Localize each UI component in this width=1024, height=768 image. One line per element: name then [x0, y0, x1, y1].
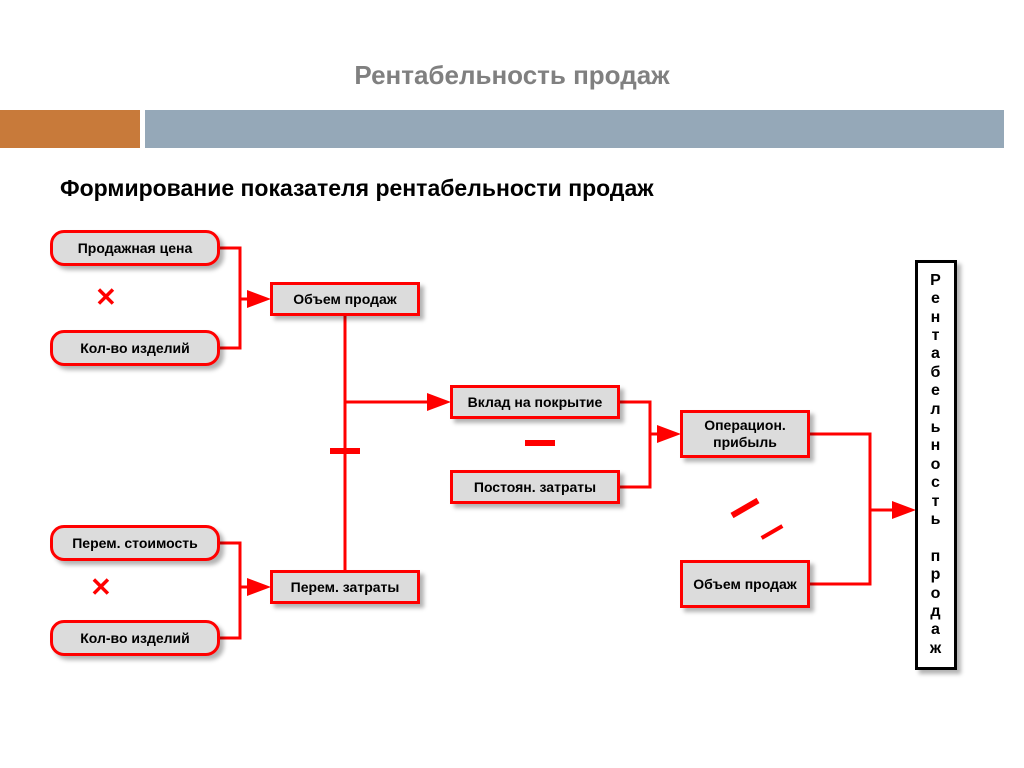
node-result: Р е н т а б е л ь н о с т ь п р о д а ж: [915, 260, 957, 670]
node-n_qty2: Кол-во изделий: [50, 620, 220, 656]
edge-n_oper-n_result: [810, 434, 870, 510]
edge-n_sales2-n_result: [810, 510, 910, 584]
node-n_contrib: Вклад на покрытие: [450, 385, 620, 419]
slide-title: Рентабельность продаж: [0, 60, 1024, 91]
node-n_qty1: Кол-во изделий: [50, 330, 220, 366]
edge-n_contrib-n_oper: [620, 402, 650, 434]
edge-n_qty2-n_varexp: [220, 587, 265, 638]
edge-n_varcost-n_varexp: [220, 543, 240, 587]
node-n_varexp: Перем. затраты: [270, 570, 420, 604]
header-divider: [0, 110, 1024, 148]
node-n_sales2: Объем продаж: [680, 560, 810, 608]
edge-n_price-n_sales: [220, 248, 240, 299]
node-n_sales: Объем продаж: [270, 282, 420, 316]
multiply-icon: ✕: [90, 572, 112, 603]
node-n_oper: Операцион. прибыль: [680, 410, 810, 458]
divider-orange: [0, 110, 140, 148]
edge-n_varexp-n_contrib: [345, 402, 445, 570]
node-n_price: Продажная цена: [50, 230, 220, 266]
minus-icon: [330, 448, 360, 454]
diagram-canvas: Продажная цена Кол-во изделий Объем продаж…: [0, 210, 1024, 730]
multiply-icon: ✕: [95, 282, 117, 313]
node-n_varcost: Перем. стоимость: [50, 525, 220, 561]
node-n_fixed: Постоян. затраты: [450, 470, 620, 504]
minus-icon: [525, 440, 555, 446]
subtitle: Формирование показателя рентабельности п…: [60, 175, 654, 202]
divider-blue: [145, 110, 1004, 148]
edge-n_fixed-n_oper: [620, 434, 675, 487]
edge-n_qty1-n_sales: [220, 299, 265, 348]
